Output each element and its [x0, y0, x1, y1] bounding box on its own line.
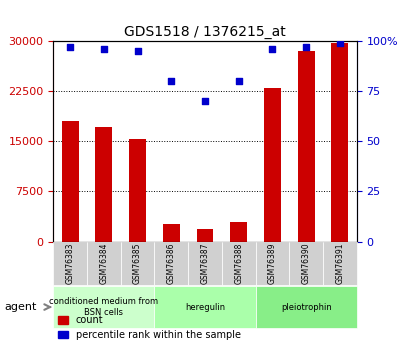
Bar — [129, 139, 146, 241]
Text: GSM76388: GSM76388 — [234, 243, 243, 284]
Text: pleiotrophin: pleiotrophin — [280, 303, 331, 312]
Text: conditioned medium from
BSN cells: conditioned medium from BSN cells — [49, 297, 158, 317]
Bar — [263, 88, 280, 242]
FancyBboxPatch shape — [322, 241, 356, 285]
Legend: count, percentile rank within the sample: count, percentile rank within the sample — [58, 315, 240, 340]
Point — [336, 41, 342, 46]
Bar — [95, 127, 112, 242]
Bar — [230, 222, 247, 242]
Point — [201, 99, 208, 104]
Point — [268, 47, 275, 52]
FancyBboxPatch shape — [53, 286, 154, 328]
Text: agent: agent — [4, 302, 36, 312]
Point — [134, 49, 141, 54]
Point — [302, 45, 309, 50]
Text: GSM76383: GSM76383 — [65, 242, 74, 284]
FancyBboxPatch shape — [120, 241, 154, 285]
Bar — [330, 43, 347, 242]
Text: GSM76387: GSM76387 — [200, 242, 209, 284]
Point — [100, 47, 107, 52]
Bar — [196, 229, 213, 241]
Text: GSM76391: GSM76391 — [335, 242, 344, 284]
FancyBboxPatch shape — [255, 241, 289, 285]
Point — [168, 79, 174, 84]
Text: GSM76386: GSM76386 — [166, 242, 175, 284]
FancyBboxPatch shape — [154, 241, 188, 285]
Point — [235, 79, 241, 84]
Bar — [62, 121, 79, 242]
Text: GSM76390: GSM76390 — [301, 242, 310, 284]
Text: GSM76389: GSM76389 — [267, 242, 276, 284]
FancyBboxPatch shape — [221, 241, 255, 285]
Text: GSM76385: GSM76385 — [133, 242, 142, 284]
Text: GSM76384: GSM76384 — [99, 242, 108, 284]
FancyBboxPatch shape — [255, 286, 356, 328]
FancyBboxPatch shape — [188, 241, 221, 285]
Bar — [297, 51, 314, 241]
FancyBboxPatch shape — [289, 241, 322, 285]
Text: heregulin: heregulin — [184, 303, 225, 312]
Bar — [162, 224, 179, 241]
FancyBboxPatch shape — [154, 286, 255, 328]
FancyBboxPatch shape — [87, 241, 120, 285]
Title: GDS1518 / 1376215_at: GDS1518 / 1376215_at — [124, 25, 285, 39]
Point — [67, 45, 73, 50]
FancyBboxPatch shape — [53, 241, 87, 285]
